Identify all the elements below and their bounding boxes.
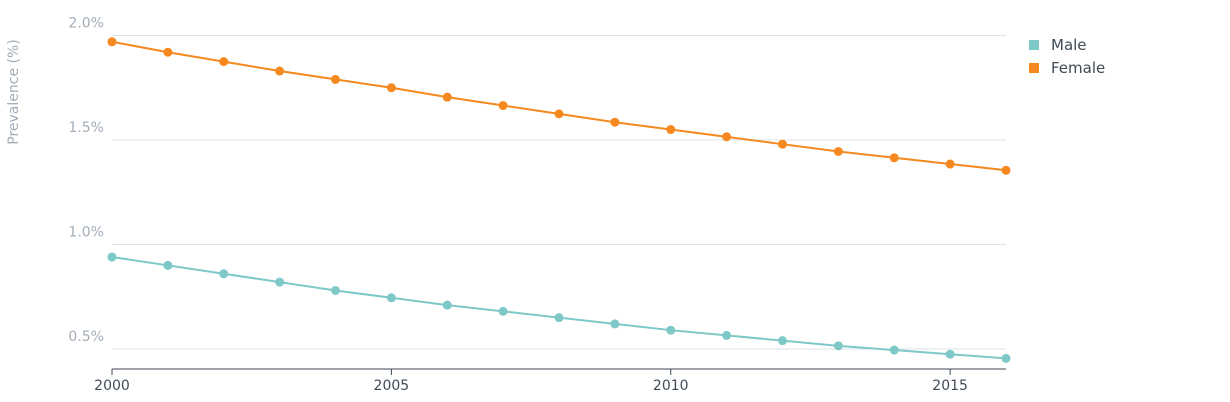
series-male xyxy=(107,252,1011,363)
y-tick-label: 1.5% xyxy=(68,120,104,136)
data-point-female xyxy=(666,125,676,135)
x-axis: 2000 2005 2010 2015 xyxy=(94,368,1006,394)
gridlines xyxy=(112,35,1006,350)
legend-swatch-male xyxy=(1029,39,1039,50)
data-point-male xyxy=(107,252,117,262)
data-point-male xyxy=(1001,353,1011,363)
data-point-male xyxy=(778,336,787,346)
data-point-female xyxy=(722,132,732,142)
data-point-female xyxy=(554,109,564,119)
data-point-female xyxy=(275,66,285,76)
legend-item-male[interactable]: Male xyxy=(1029,33,1105,56)
x-tick-label: 2005 xyxy=(374,378,410,394)
data-point-male xyxy=(833,341,843,351)
data-point-male xyxy=(275,277,285,287)
data-point-male xyxy=(498,306,508,316)
data-point-male xyxy=(666,325,676,335)
series-line-male xyxy=(111,256,1007,360)
data-point-female xyxy=(778,139,787,149)
y-tick-label: 1.0% xyxy=(68,225,104,241)
data-point-female xyxy=(107,37,117,47)
series-female xyxy=(107,37,1011,175)
data-point-female xyxy=(163,47,173,57)
data-point-female xyxy=(889,153,899,163)
data-point-female xyxy=(442,92,452,102)
y-axis-ticks: 0.5% 1.0% 1.5% 2.0% xyxy=(68,16,104,346)
data-point-male xyxy=(331,285,340,295)
series-group xyxy=(107,37,1011,363)
data-point-female xyxy=(1001,165,1011,175)
data-point-female xyxy=(219,57,229,67)
legend-label-male: Male xyxy=(1051,35,1087,54)
data-point-male xyxy=(163,260,173,270)
data-point-male xyxy=(554,313,564,323)
data-point-female xyxy=(945,159,955,169)
legend-item-female[interactable]: Female xyxy=(1029,56,1105,79)
legend-swatch-female xyxy=(1029,62,1039,73)
x-tick-label: 2010 xyxy=(653,378,689,394)
data-point-male xyxy=(945,349,955,359)
data-point-male xyxy=(219,269,229,279)
y-axis-label: Prevalence (%) xyxy=(6,39,22,145)
data-point-female xyxy=(331,74,340,84)
y-tick-label: 0.5% xyxy=(68,329,104,345)
series-line-female xyxy=(111,40,1007,172)
y-tick-label: 2.0% xyxy=(68,16,104,32)
data-point-male xyxy=(610,319,620,329)
data-point-male xyxy=(442,300,452,310)
legend: Male Female xyxy=(1029,33,1105,79)
x-tick-label: 2000 xyxy=(94,378,130,394)
data-point-female xyxy=(833,146,843,156)
data-point-male xyxy=(889,345,899,355)
data-point-female xyxy=(386,83,396,93)
data-point-female xyxy=(498,101,508,111)
legend-label-female: Female xyxy=(1051,58,1106,77)
x-tick-label: 2015 xyxy=(932,378,968,394)
data-point-female xyxy=(610,117,620,127)
data-point-male xyxy=(722,330,732,340)
data-point-male xyxy=(386,293,396,303)
